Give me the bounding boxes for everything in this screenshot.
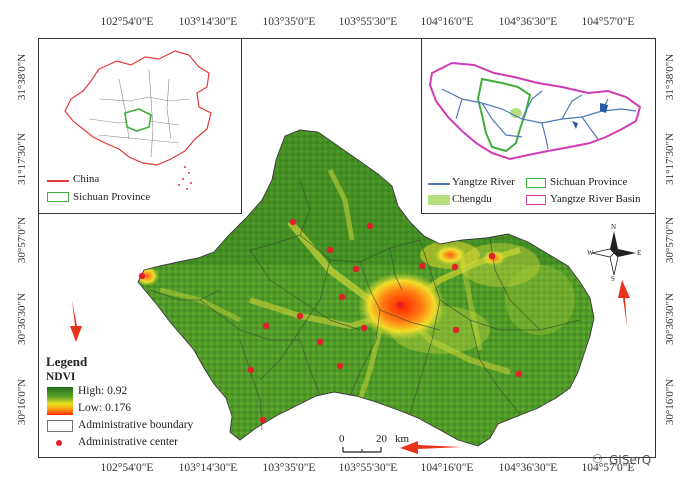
- legend-center-label: Administrative center: [78, 436, 178, 448]
- legend-ndvi-low: Low: 0.176: [78, 402, 132, 414]
- lon-tick-top: 104°36'30"E: [498, 16, 558, 28]
- lon-tick-top: 104°16'0"E: [420, 16, 474, 28]
- china-map: [64, 50, 212, 190]
- legend-center-dot: [56, 440, 62, 446]
- legend-label-basin: Yangtze River Basin: [550, 193, 641, 205]
- admin-center-dot: [360, 324, 368, 332]
- lon-tick-bottom: 104°57'0"E: [581, 462, 635, 474]
- china-outline: [64, 50, 212, 166]
- basin-outline: [428, 61, 642, 161]
- admin-center-dot: [326, 246, 334, 254]
- admin-center-dot: [138, 272, 146, 280]
- legend-boundary-swatch: [47, 420, 73, 432]
- lon-tick-top: 103°55'30"E: [338, 16, 398, 28]
- legend-title: Legend: [46, 354, 88, 369]
- scale-unit: km: [395, 433, 410, 445]
- legend-boundary-label: Administrative boundary: [78, 419, 194, 431]
- compass-icon: [591, 231, 636, 276]
- scale-bar: [342, 447, 382, 453]
- lon-tick-top: 104°57'0"E: [581, 16, 635, 28]
- legend-label-sichuan: Sichuan Province: [73, 191, 151, 203]
- legend-swatch-china: [47, 180, 69, 182]
- legend-swatch-chengdu: [428, 195, 450, 205]
- admin-center-dot: [289, 218, 297, 226]
- admin-center-dot: [247, 366, 255, 374]
- admin-center-dot: [316, 338, 324, 346]
- admin-center-dot: [352, 265, 360, 273]
- admin-centers: [138, 218, 523, 424]
- legend-swatch-yangtze: [428, 183, 450, 185]
- lon-tick-top: 102°54'0"E: [100, 16, 154, 28]
- lon-tick-bottom: 103°55'30"E: [338, 462, 398, 474]
- scale-twenty: 20: [376, 433, 387, 445]
- lon-tick-bottom: 104°36'30"E: [498, 462, 558, 474]
- admin-center-dot: [515, 370, 523, 378]
- legend-swatch-sichuan: [47, 192, 69, 202]
- legend-swatch-basin: [526, 195, 546, 205]
- admin-center-dot: [336, 362, 344, 370]
- arrow-annotations: [70, 280, 630, 454]
- watermark-icon: ⚇: [592, 452, 603, 466]
- legend-label-yangtze: Yangtze River: [452, 176, 515, 188]
- admin-center-dot: [366, 222, 374, 230]
- admin-center-dot: [488, 252, 496, 260]
- lon-tick-top: 103°35'0"E: [262, 16, 316, 28]
- legend-ndvi-title: NDVI: [46, 371, 76, 383]
- admin-center-dot: [296, 312, 304, 320]
- admin-center-dot: [396, 301, 404, 309]
- legend-swatch-sichuan: [526, 178, 546, 188]
- lon-tick-bottom: 102°54'0"E: [100, 462, 154, 474]
- sichuan-outline: [476, 77, 532, 153]
- lon-tick-bottom: 103°14'30"E: [178, 462, 238, 474]
- chengdu-patch: [510, 108, 522, 118]
- admin-center-dot: [338, 293, 346, 301]
- red-arrow-icon: [400, 441, 462, 454]
- lon-tick-bottom: 103°35'0"E: [262, 462, 316, 474]
- inset-china: China Sichuan Province: [38, 38, 242, 214]
- compass-s-label: S: [611, 275, 615, 283]
- legend-label-chengdu: Chengdu: [452, 193, 492, 205]
- lon-tick-top: 103°14'30"E: [178, 16, 238, 28]
- compass-n-label: N: [611, 223, 617, 231]
- admin-center-dot: [259, 416, 267, 424]
- watermark-text: GISerQ: [609, 453, 652, 467]
- scale-zero: 0: [339, 433, 345, 445]
- admin-center-dot: [418, 262, 426, 270]
- admin-center-dot: [262, 322, 270, 330]
- legend-label-sichuan: Sichuan Province: [550, 176, 628, 188]
- yangtze-map: [428, 61, 642, 161]
- admin-boundaries: [149, 179, 581, 431]
- inset-yangtze: Yangtze River Sichuan Province Chengdu Y…: [421, 38, 656, 214]
- legend-ndvi-ramp: [47, 387, 73, 415]
- sichuan-outline: [124, 108, 152, 132]
- red-arrow-icon: [70, 300, 82, 342]
- admin-center-dot: [451, 263, 459, 271]
- compass-w-label: W: [587, 249, 594, 257]
- legend-ndvi-high: High: 0.92: [78, 385, 128, 397]
- legend-label-china: China: [73, 173, 100, 185]
- lon-tick-bottom: 104°16'0"E: [420, 462, 474, 474]
- compass-e-label: E: [637, 249, 642, 257]
- admin-center-dot: [452, 326, 460, 334]
- red-arrow-icon: [618, 280, 630, 327]
